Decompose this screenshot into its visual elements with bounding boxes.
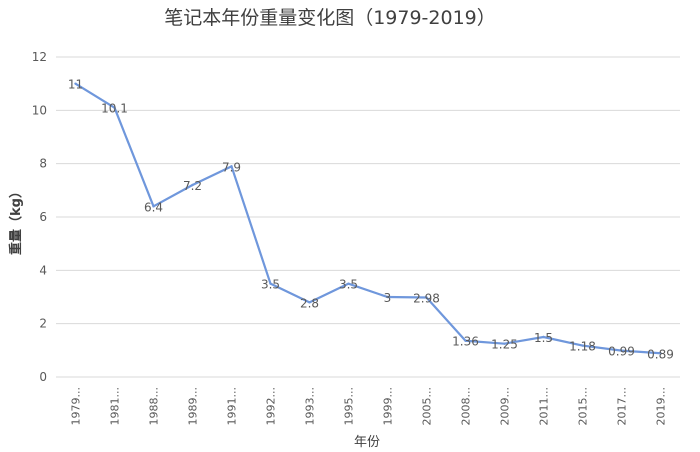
x-tick-label: 2009...: [499, 387, 512, 425]
data-label: 7.2: [183, 179, 202, 193]
x-tick-label: 1991...: [226, 387, 239, 425]
x-tick-label: 2017...: [616, 387, 629, 425]
x-tick-label: 1995...: [343, 387, 356, 425]
data-point: [152, 205, 155, 208]
y-tick-label: 4: [39, 263, 47, 277]
data-label: 1.5: [534, 331, 553, 345]
data-label: 2.98: [413, 292, 440, 306]
data-label: 1.25: [491, 338, 518, 352]
data-label: 3.5: [339, 278, 358, 292]
data-point: [659, 352, 662, 355]
data-label: 1.18: [569, 340, 596, 354]
data-point: [347, 282, 350, 285]
x-tick-label: 2019...: [655, 387, 668, 425]
x-tick-label: 1979...: [70, 387, 83, 425]
x-tick-label: 2005...: [421, 387, 434, 425]
data-label: 2.8: [300, 296, 319, 310]
x-axis-ticks: 1979... 1981... 1988... 1989... 1991... 1992.…: [70, 387, 668, 425]
y-axis-title: 重量（kg）: [8, 185, 24, 255]
data-point: [425, 296, 428, 299]
y-tick-label: 10: [32, 103, 47, 117]
data-point: [74, 82, 77, 85]
data-label: 1.36: [452, 335, 479, 349]
y-tick-label: 12: [32, 50, 47, 64]
x-tick-label: 1993...: [304, 387, 317, 425]
x-tick-label: 1999...: [382, 387, 395, 425]
series-layer: [74, 82, 662, 355]
data-point: [503, 342, 506, 345]
x-tick-label: 2015...: [577, 387, 590, 425]
data-label: 7.9: [222, 160, 241, 174]
data-point: [113, 106, 116, 109]
data-point: [308, 301, 311, 304]
y-tick-label: 8: [39, 157, 47, 171]
y-axis-ticks: 0 2 4 6 8 10 12: [32, 50, 47, 384]
x-axis-title: 年份: [354, 435, 380, 450]
y-tick-label: 6: [39, 210, 47, 224]
data-point: [464, 339, 467, 342]
data-point: [620, 349, 623, 352]
data-label: 3: [384, 291, 392, 305]
data-label: 11: [68, 78, 83, 92]
data-point: [581, 344, 584, 347]
x-tick-label: 2011...: [538, 387, 551, 425]
data-label: 3.5: [261, 278, 280, 292]
y-tick-label: 2: [39, 317, 47, 331]
data-label: 10.1: [101, 102, 128, 116]
x-tick-label: 1988...: [148, 387, 161, 425]
x-tick-label: 1992...: [265, 387, 278, 425]
gridlines: [56, 56, 680, 378]
data-point: [542, 335, 545, 339]
x-tick-label: 1981...: [109, 387, 122, 425]
data-label: 0.89: [647, 347, 674, 361]
y-tick-label: 0: [39, 370, 47, 384]
x-tick-label: 1989...: [187, 387, 200, 425]
x-tick-label: 2008...: [460, 387, 473, 425]
data-point: [269, 282, 272, 285]
data-label: 6.4: [144, 200, 163, 214]
data-point: [191, 183, 194, 187]
series-line: [74, 82, 661, 355]
data-point: [230, 165, 233, 168]
data-point: [386, 295, 389, 299]
data-labels: 11 10.1 6.4 7.2 7.9 3.5 2.8 3.5 3 2.98 1.36 1.25 1.5…: [68, 78, 674, 362]
data-label: 0.99: [608, 345, 635, 359]
chart-title: 笔记本年份重量变化图（1979-2019）: [164, 7, 496, 29]
